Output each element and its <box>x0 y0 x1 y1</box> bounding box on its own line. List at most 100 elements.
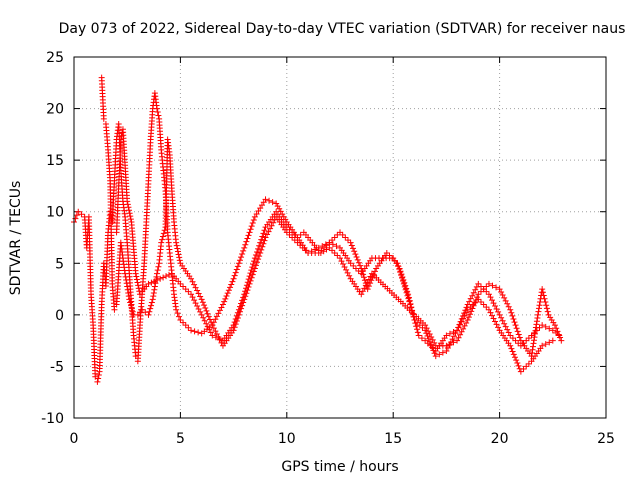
data-point-track-2 <box>302 247 309 254</box>
data-point-track-3 <box>133 273 140 280</box>
data-point-track-3 <box>480 286 487 293</box>
data-point-track-3 <box>507 306 514 313</box>
data-point-track-1 <box>276 205 283 212</box>
data-point-track-1 <box>331 234 338 241</box>
data-point-track-2 <box>259 243 266 250</box>
data-point-track-3 <box>505 303 512 310</box>
data-point-track-3 <box>535 308 542 315</box>
data-point-track-2 <box>436 351 443 358</box>
data-point-track-1 <box>188 327 195 334</box>
data-point-track-1 <box>361 274 368 281</box>
data-point-track-1 <box>495 308 502 315</box>
data-point-track-2 <box>151 286 158 293</box>
data-point-track-2 <box>429 344 436 351</box>
data-point-track-3 <box>185 288 192 295</box>
data-point-track-2 <box>523 363 530 370</box>
data-point-track-2 <box>329 241 336 248</box>
data-point-track-3 <box>286 226 293 233</box>
data-point-track-2 <box>428 341 435 348</box>
data-point-track-1 <box>248 223 255 230</box>
data-point-track-2 <box>477 298 484 305</box>
data-point-track-1 <box>174 310 181 317</box>
data-point-track-1 <box>221 298 228 305</box>
x-tick-label: 15 <box>384 431 402 447</box>
data-point-track-1 <box>446 330 453 337</box>
data-point-track-2 <box>203 307 210 314</box>
data-point-track-1 <box>246 229 253 236</box>
data-point-track-1 <box>236 257 243 264</box>
data-point-track-1 <box>242 241 249 248</box>
data-point-track-1 <box>507 332 514 339</box>
data-point-track-2 <box>161 227 168 234</box>
data-point-track-2 <box>507 342 514 349</box>
data-point-track-2 <box>128 305 135 312</box>
data-point-track-2 <box>397 268 404 275</box>
data-point-track-3 <box>250 261 257 268</box>
data-point-track-2 <box>510 351 517 358</box>
data-point-track-2 <box>431 350 438 357</box>
data-point-track-3 <box>467 311 474 318</box>
data-point-track-2 <box>297 242 304 249</box>
data-point-track-2 <box>416 322 423 329</box>
data-point-track-2 <box>399 274 406 281</box>
data-point-track-1 <box>182 322 189 329</box>
data-point-track-3 <box>180 283 187 290</box>
data-point-track-3 <box>539 286 546 293</box>
plot-border <box>73 56 607 419</box>
data-point-track-2 <box>122 273 129 280</box>
data-point-track-3 <box>297 231 304 238</box>
data-point-track-1 <box>487 294 494 301</box>
data-point-track-1 <box>415 332 422 339</box>
data-point-track-3 <box>493 284 500 291</box>
data-point-track-3 <box>163 273 170 280</box>
data-point-track-1 <box>95 372 102 379</box>
data-point-track-3 <box>553 325 560 332</box>
data-markers <box>71 74 565 385</box>
data-point-track-3 <box>504 300 511 307</box>
data-point-track-3 <box>555 331 562 338</box>
data-point-track-3 <box>334 252 341 259</box>
data-point-track-1 <box>539 322 546 329</box>
data-point-track-3 <box>331 249 338 256</box>
data-point-track-2 <box>147 305 154 312</box>
data-point-track-2 <box>149 296 156 303</box>
y-tick-label: 15 <box>46 153 64 169</box>
data-point-track-1 <box>498 314 505 321</box>
data-point-track-2 <box>199 299 206 306</box>
data-point-track-1 <box>414 326 421 333</box>
y-tick-label: -10 <box>41 411 64 427</box>
data-point-track-2 <box>492 318 499 325</box>
data-point-track-3 <box>231 319 238 326</box>
data-point-track-3 <box>446 341 453 348</box>
data-point-track-1 <box>496 311 503 318</box>
data-point-track-2 <box>406 297 413 304</box>
data-point-track-1 <box>153 105 160 112</box>
data-point-track-2 <box>414 319 421 326</box>
data-point-track-1 <box>78 211 85 218</box>
data-point-track-2 <box>124 283 131 290</box>
data-point-track-2 <box>125 289 132 296</box>
data-point-track-3 <box>256 242 263 249</box>
x-tick-label: 10 <box>278 431 296 447</box>
data-point-track-2 <box>158 239 165 246</box>
data-point-track-3 <box>126 207 133 214</box>
data-point-track-3 <box>145 280 152 287</box>
data-point-track-1 <box>185 324 192 331</box>
data-point-track-2 <box>402 282 409 289</box>
data-point-track-1 <box>466 298 473 305</box>
data-point-track-1 <box>493 305 500 312</box>
data-point-track-2 <box>489 312 495 319</box>
data-point-track-3 <box>340 261 347 268</box>
data-point-track-1 <box>155 112 162 119</box>
data-point-track-3 <box>258 236 265 243</box>
data-point-track-2 <box>195 290 202 297</box>
data-point-track-1 <box>224 290 231 297</box>
data-point-track-2 <box>100 115 107 122</box>
data-point-track-2 <box>403 285 410 292</box>
data-point-track-2 <box>294 239 301 246</box>
data-point-track-3 <box>249 264 256 271</box>
data-point-track-1 <box>244 235 251 242</box>
data-point-track-1 <box>72 215 79 222</box>
data-point-track-2 <box>517 368 524 375</box>
data-point-track-3 <box>251 255 258 262</box>
